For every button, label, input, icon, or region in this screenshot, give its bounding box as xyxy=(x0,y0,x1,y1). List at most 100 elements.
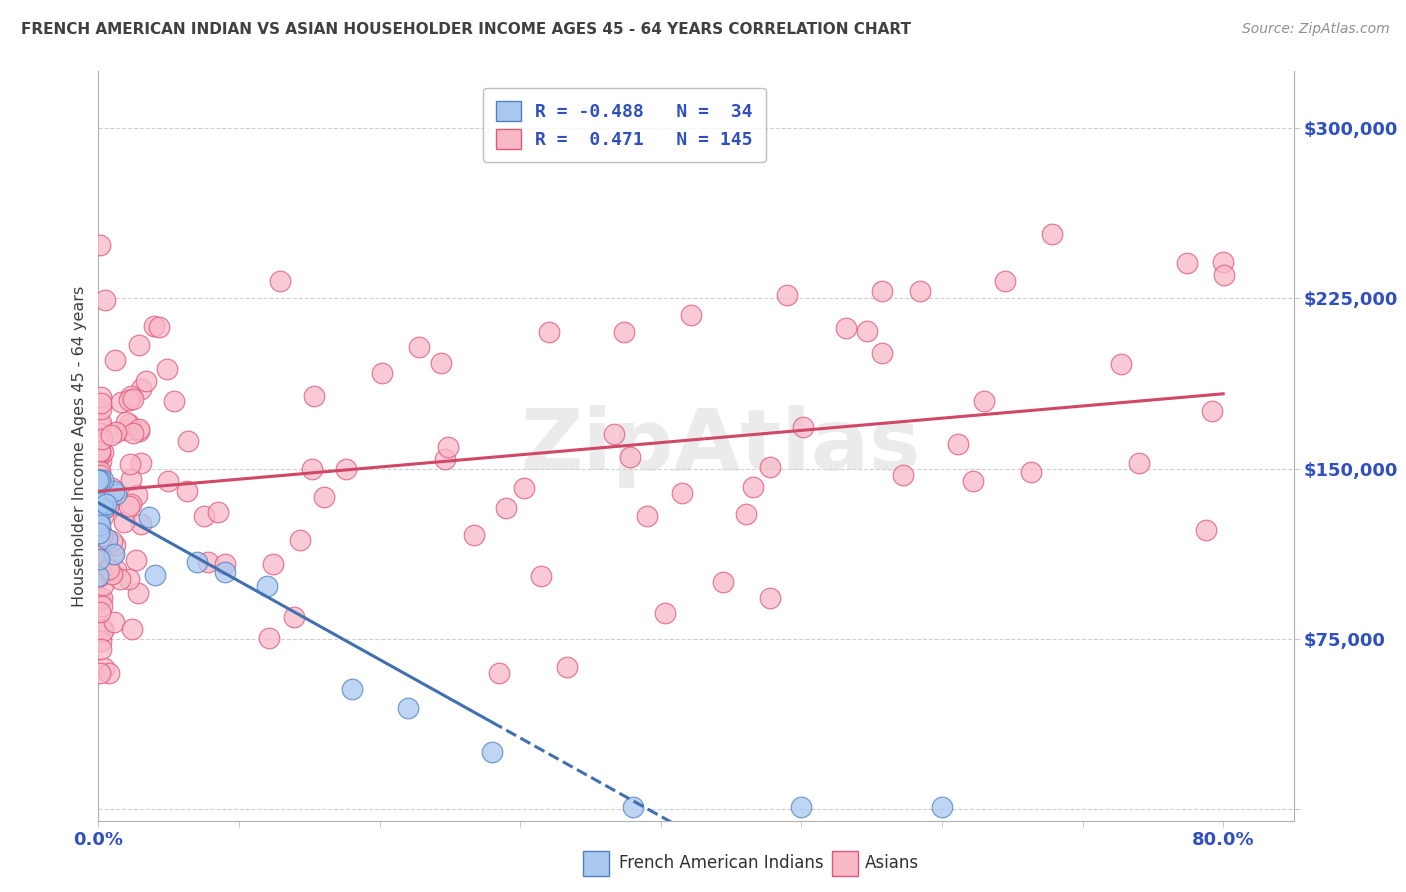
Point xyxy=(103,547,125,561)
Point xyxy=(87,473,110,487)
Point xyxy=(891,467,914,482)
Text: French American Indians: French American Indians xyxy=(619,855,824,872)
Point xyxy=(790,800,813,814)
Point xyxy=(90,433,112,447)
Point xyxy=(89,541,111,555)
Point xyxy=(214,565,236,579)
Point xyxy=(1175,256,1198,270)
Point xyxy=(89,569,111,583)
Point xyxy=(90,599,112,614)
Point xyxy=(91,495,114,509)
Point xyxy=(872,284,894,298)
Point xyxy=(1019,465,1042,479)
Point xyxy=(89,525,111,540)
Point xyxy=(108,572,131,586)
Point xyxy=(613,325,636,339)
Point xyxy=(87,473,110,487)
Point xyxy=(290,533,312,548)
Point xyxy=(734,507,756,521)
Point xyxy=(91,624,114,638)
Point xyxy=(93,661,115,675)
Point xyxy=(89,448,111,462)
Legend: R = -0.488   N =  34, R =  0.471   N = 145: R = -0.488 N = 34, R = 0.471 N = 145 xyxy=(484,88,765,162)
Point xyxy=(94,293,117,307)
Point xyxy=(90,524,112,539)
Point xyxy=(463,528,485,542)
Point xyxy=(163,394,186,409)
Point xyxy=(371,367,394,381)
Point xyxy=(96,497,118,511)
Point xyxy=(104,538,127,552)
Point xyxy=(89,418,111,433)
Point xyxy=(197,555,219,569)
Point xyxy=(994,274,1017,288)
Point xyxy=(120,497,142,511)
Point xyxy=(962,474,984,488)
Point xyxy=(128,422,150,436)
Point xyxy=(104,425,127,439)
Point xyxy=(89,546,111,560)
Point xyxy=(118,417,141,431)
Point xyxy=(90,491,112,505)
Point xyxy=(89,501,111,516)
Point xyxy=(142,318,165,333)
Point xyxy=(122,392,145,406)
Text: Source: ZipAtlas.com: Source: ZipAtlas.com xyxy=(1241,22,1389,37)
Point xyxy=(129,517,152,532)
Point xyxy=(89,666,111,681)
Point xyxy=(654,606,676,620)
Point xyxy=(101,533,124,548)
Point xyxy=(103,615,125,629)
Point xyxy=(135,375,157,389)
Point xyxy=(89,605,111,619)
Point xyxy=(97,666,120,681)
Point xyxy=(121,622,143,636)
Point xyxy=(156,475,179,489)
Point xyxy=(96,532,118,546)
Point xyxy=(122,425,145,440)
Point xyxy=(112,515,135,529)
Point xyxy=(127,586,149,600)
Point xyxy=(129,456,152,470)
Point xyxy=(91,502,114,516)
Point xyxy=(89,533,111,547)
Point xyxy=(91,577,114,591)
Point xyxy=(430,356,453,370)
Point xyxy=(128,338,150,352)
Point xyxy=(283,610,305,624)
Point xyxy=(1040,227,1063,241)
Point xyxy=(104,487,127,501)
Y-axis label: Householder Income Ages 45 - 64 years: Householder Income Ages 45 - 64 years xyxy=(72,285,87,607)
Point xyxy=(759,591,782,605)
Point xyxy=(711,574,734,589)
Point xyxy=(100,494,122,508)
Point xyxy=(495,501,517,516)
Point xyxy=(89,473,111,487)
Point xyxy=(118,572,141,586)
Point xyxy=(121,472,143,486)
Point xyxy=(89,475,111,489)
Point xyxy=(120,389,142,403)
Point xyxy=(91,495,114,509)
Point xyxy=(619,450,641,465)
Text: ZipAtlas: ZipAtlas xyxy=(520,404,920,488)
Point xyxy=(89,558,111,572)
Point xyxy=(104,563,127,577)
Point xyxy=(91,622,114,636)
Point xyxy=(118,392,141,407)
Point xyxy=(89,444,111,458)
Point xyxy=(340,681,363,696)
Point xyxy=(555,660,578,674)
Point xyxy=(396,701,419,715)
Point xyxy=(87,551,110,566)
Point xyxy=(89,533,111,548)
Point xyxy=(681,308,703,322)
Point xyxy=(89,238,111,252)
Point xyxy=(91,508,114,523)
Point xyxy=(115,423,138,437)
Point xyxy=(741,481,763,495)
Point xyxy=(176,483,198,498)
Point xyxy=(90,402,112,417)
Point xyxy=(302,389,325,403)
Point xyxy=(636,509,658,524)
